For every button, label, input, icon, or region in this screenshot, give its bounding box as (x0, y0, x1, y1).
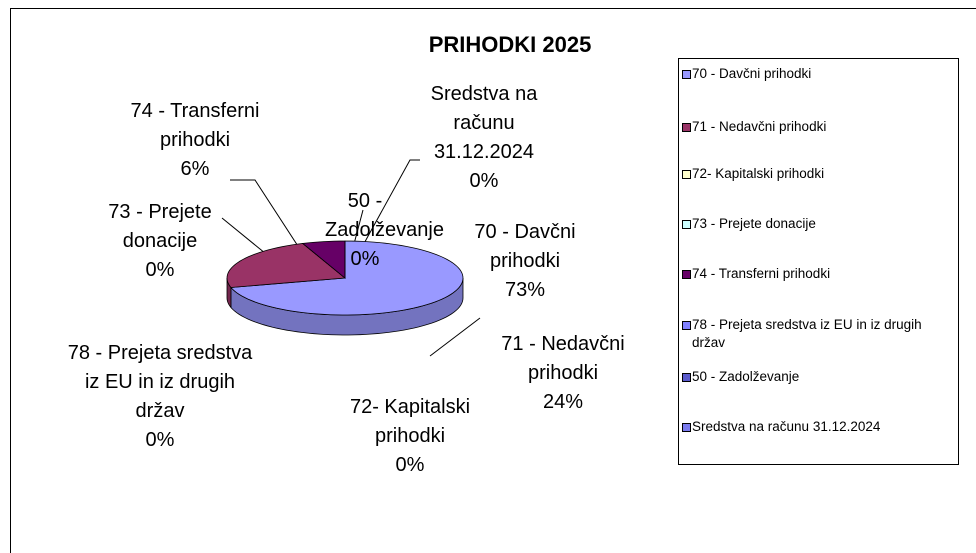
data-label: Sredstva na računu 31.12.2024 0% (409, 80, 559, 196)
data-label-name: 72- Kapitalski prihodki (349, 396, 471, 447)
legend-swatch (682, 70, 691, 79)
legend-swatch (682, 270, 691, 279)
pie-slice (301, 240, 346, 279)
leader-line (429, 317, 481, 357)
legend-label: 74 - Transferni prihodki (692, 266, 831, 281)
legend-label: 50 - Zadolževanje (692, 369, 800, 384)
pie (226, 240, 464, 336)
data-label-name: 74 - Transferni prihodki (130, 100, 260, 151)
legend-swatch (682, 123, 691, 132)
legend-label: 78 - Prejeta sredstva iz EU in iz drugih… (692, 317, 922, 350)
data-label-value: 0% (395, 454, 425, 476)
data-label-name: 78 - Prejeta sredstva iz EU in iz drugih… (67, 342, 253, 422)
data-label: 50 - Zadolževanje 0% (325, 187, 444, 274)
legend-label: 70 - Davčni prihodki (692, 66, 812, 81)
legend-swatch (682, 373, 691, 382)
data-label: 74 - Transferni prihodki 6% (120, 97, 270, 184)
legend-label: 72- Kapitalski prihodki (692, 166, 825, 181)
pie-slice (230, 240, 464, 316)
data-label-name: 71 - Nedavčni prihodki (501, 333, 625, 384)
leader-line (344, 159, 420, 279)
legend-swatch (682, 220, 691, 229)
data-label-value: 73% (504, 279, 546, 301)
legend-label: 71 - Nedavčni prihodki (692, 119, 827, 134)
data-label-value: 0% (469, 170, 499, 192)
data-label: 78 - Prejeta sredstva iz EU in iz drugih… (65, 339, 255, 455)
legend-swatch (682, 423, 691, 432)
legend-label: Sredstva na računu 31.12.2024 (692, 419, 881, 434)
data-label-value: 24% (542, 391, 584, 413)
legend-swatch (682, 321, 691, 330)
chart-title: PRIHODKI 2025 (429, 32, 592, 57)
pie-slice (226, 243, 347, 288)
data-label: 73 - Prejete donacije 0% (90, 198, 230, 285)
data-label-value: 0% (350, 248, 380, 270)
legend-label: 73 - Prejete donacije (692, 216, 816, 231)
data-label-value: 6% (180, 158, 210, 180)
data-label: 71 - Nedavčni prihodki 24% (478, 330, 648, 417)
data-label: 72- Kapitalski prihodki 0% (330, 393, 490, 480)
legend-swatch (682, 170, 691, 179)
data-label-value: 0% (145, 259, 175, 281)
data-label-name: 50 - Zadolževanje (325, 190, 444, 241)
legend-box (678, 58, 959, 465)
data-label: 70 - Davčni prihodki 73% (460, 218, 590, 305)
data-label-name: 73 - Prejete donacije (108, 201, 212, 252)
data-label-name: 70 - Davčni prihodki (474, 221, 576, 272)
data-label-name: Sredstva na računu 31.12.2024 (430, 83, 538, 163)
data-label-value: 0% (145, 429, 175, 451)
